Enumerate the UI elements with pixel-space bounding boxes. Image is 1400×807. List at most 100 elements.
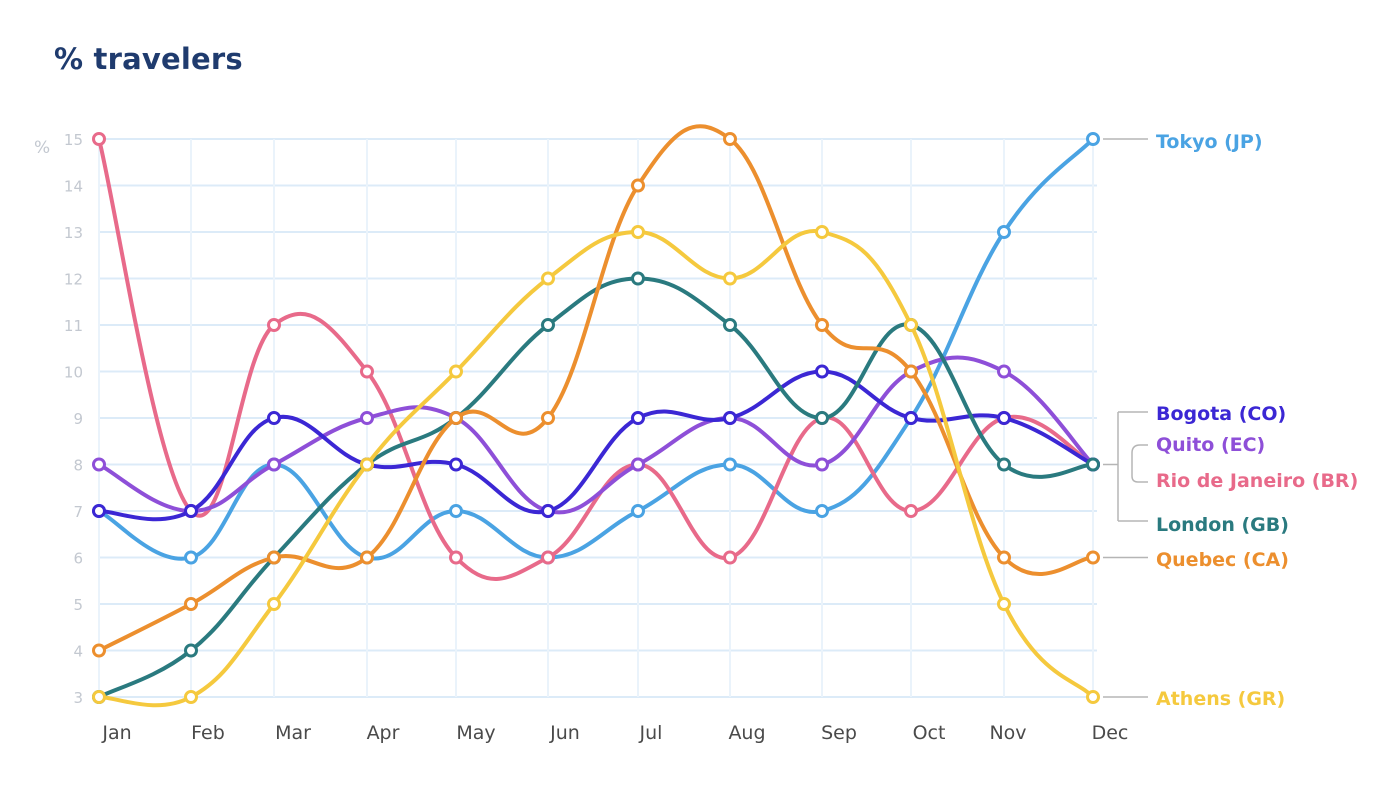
data-point [723,457,737,472]
data-point [92,690,106,704]
y-tick-label: 7 [73,503,83,521]
data-point [184,504,198,518]
data-point [997,550,1011,565]
y-tick-label: 13 [64,224,83,242]
x-tick-label: Jul [639,722,663,744]
y-axis-unit: % [34,138,50,158]
data-point [997,364,1011,379]
data-point [184,550,198,565]
series-athens-gr [92,225,1100,708]
data-point [815,225,829,239]
legend-label-quebec-ca: Quebec (CA) [1156,549,1289,571]
y-tick-label: 12 [64,271,83,289]
y-axis: % 3 4 5 6 7 8 9 10 11 12 13 14 15 [34,131,83,707]
data-point [631,457,645,472]
series-rio-de-janeiro-br [92,132,1100,581]
data-point [815,318,829,332]
x-tick-label: Apr [367,722,400,744]
data-point [267,550,281,565]
x-tick-label: Sep [821,722,857,744]
data-point [631,178,645,193]
legend: Tokyo (JP) Bogota (CO) Quito (EC) Rio de Ja… [1103,131,1358,710]
data-point [904,318,918,332]
data-point [184,690,198,704]
data-point [92,504,106,518]
data-point [815,504,829,518]
data-point [360,364,374,379]
x-tick-label: May [456,722,495,744]
y-tick-label: 10 [64,364,83,382]
x-tick-label: Feb [191,722,225,744]
data-point [631,504,645,518]
data-point [723,132,737,146]
x-tick-label: Nov [989,722,1026,744]
data-point [815,457,829,472]
data-point [541,504,555,518]
data-point [267,597,281,611]
data-point [723,271,737,286]
y-tick-label: 6 [73,550,83,568]
x-tick-label: Aug [728,722,765,744]
x-tick-label: Dec [1092,722,1129,744]
series-bogota-co [92,364,1100,522]
y-tick-label: 14 [64,178,83,196]
data-point [184,643,198,658]
data-point [631,271,645,286]
data-point [360,411,374,425]
data-point [1086,690,1100,704]
series-quebec-ca [92,124,1100,658]
data-point [92,643,106,658]
legend-label-bogota-co: Bogota (CO) [1156,403,1286,425]
data-point [631,411,645,425]
legend-bracket [1103,411,1148,522]
data-point [997,225,1011,239]
legend-label-london-gb: London (GB) [1156,514,1289,536]
data-point [815,364,829,379]
data-point [541,271,555,286]
x-tick-label: Oct [913,722,946,744]
chart-title: % travelers [54,42,243,76]
y-tick-label: 15 [64,131,83,149]
data-point [723,550,737,565]
data-point [449,457,463,472]
x-tick-label: Mar [275,722,311,744]
data-point [449,364,463,379]
legend-label-tokyo-jp: Tokyo (JP) [1156,131,1263,153]
x-tick-label: Jun [549,722,580,744]
data-point [267,411,281,425]
data-point [723,411,737,425]
y-tick-label: 9 [73,410,83,428]
data-point [1086,457,1100,472]
legend-label-athens-gr: Athens (GR) [1156,688,1285,710]
data-point [267,457,281,472]
data-point [184,597,198,611]
data-point [997,457,1011,472]
legend-bracket-inner [1131,444,1148,483]
data-point [449,550,463,565]
data-point [541,411,555,425]
series-line [97,137,1095,561]
data-point [360,550,374,565]
x-axis: Jan Feb Mar Apr May Jun Jul Aug Sep Oct Nov Dec [101,722,1128,744]
legend-label-quito-ec: Quito (EC) [1156,434,1265,456]
data-point [92,132,106,146]
y-tick-label: 3 [73,689,83,707]
series-group [92,124,1100,708]
y-tick-label: 4 [73,643,83,661]
data-point [360,457,374,472]
data-point [449,411,463,425]
data-point [631,225,645,239]
data-point [815,411,829,425]
data-point [904,364,918,379]
y-tick-label: 11 [64,317,83,335]
data-point [997,411,1011,425]
y-tick-label: 8 [73,457,83,475]
legend-label-rio-de-janeiro-br: Rio de Janeiro (BR) [1156,470,1358,492]
series-line [97,124,1095,653]
data-point [904,411,918,425]
data-point [904,504,918,518]
data-point [723,318,737,332]
data-point [1086,550,1100,565]
data-point [1086,132,1100,146]
